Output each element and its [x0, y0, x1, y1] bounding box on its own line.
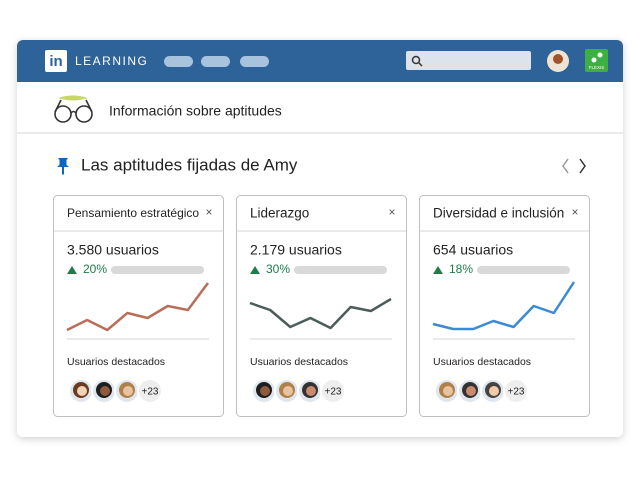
user-avatar-face — [443, 386, 453, 396]
user-avatar-face — [123, 386, 133, 396]
up-arrow — [67, 266, 77, 274]
bar-placeholder — [111, 266, 204, 274]
user-avatar-face — [260, 386, 270, 396]
featured-label: Usuarios destacados — [250, 356, 348, 368]
trend-line — [66, 282, 210, 332]
glasses-icon — [54, 99, 93, 123]
pin-icon — [57, 158, 69, 175]
subheader-title: Información sobre aptitudes — [109, 103, 282, 119]
more-users-text: +23 — [508, 387, 525, 398]
search-icon — [411, 55, 421, 65]
more-users[interactable] — [503, 378, 529, 404]
user-avatar-face — [466, 386, 476, 396]
logo-text: in — [49, 53, 62, 70]
cards: Pensamiento estratégico × 3.580 usuarios 20… — [53, 195, 590, 417]
change: 18% — [449, 262, 473, 276]
bar-placeholder — [477, 266, 570, 274]
featured-label: Usuarios destacados — [67, 356, 165, 368]
user-avatar-face — [100, 386, 110, 396]
more-users-text: +23 — [325, 387, 342, 398]
card[interactable] — [236, 195, 407, 417]
avatar — [553, 54, 563, 64]
up-arrow — [433, 266, 443, 274]
card-title: Liderazgo — [250, 206, 309, 221]
card[interactable] — [419, 195, 590, 417]
more-users[interactable] — [320, 378, 346, 404]
featured-label: Usuarios destacados — [433, 356, 531, 368]
more-users-text: +23 — [142, 387, 159, 398]
users: 3.580 usuarios — [67, 242, 159, 258]
change: 30% — [266, 262, 290, 276]
search-box[interactable] — [406, 51, 531, 70]
close-button[interactable]: × — [388, 205, 395, 219]
user-avatar-face — [283, 386, 293, 396]
bar-placeholder — [294, 266, 387, 274]
glasses-accent — [58, 95, 88, 101]
search-icon — [417, 61, 423, 67]
badge-text: FLEXIS — [589, 65, 605, 70]
change: 20% — [83, 262, 107, 276]
card-title: Pensamiento estratégico — [67, 206, 199, 220]
user-avatar-face — [306, 386, 316, 396]
close-button[interactable]: × — [205, 205, 212, 219]
card-title: Diversidad e inclusión — [433, 206, 564, 221]
badge-icon — [597, 52, 603, 58]
prev-button[interactable] — [562, 158, 569, 174]
trend-line — [249, 297, 392, 330]
next-button[interactable] — [579, 158, 586, 174]
users: 654 usuarios — [433, 242, 513, 258]
more-users[interactable] — [137, 378, 163, 404]
card[interactable] — [53, 195, 224, 417]
nav-pill[interactable] — [240, 56, 269, 67]
nav-pill[interactable] — [201, 56, 230, 67]
brand: LEARNING — [75, 54, 148, 68]
trend-line — [432, 281, 576, 331]
section-title: Las aptitudes fijadas de Amy — [81, 155, 298, 174]
up-arrow — [250, 266, 260, 274]
nav-pill[interactable] — [164, 56, 193, 67]
close-button[interactable]: × — [571, 205, 578, 219]
users: 2.179 usuarios — [250, 242, 342, 258]
logo[interactable] — [45, 50, 67, 72]
user-avatar-face — [77, 386, 87, 396]
top-bar — [17, 40, 623, 82]
badge-icon — [591, 57, 597, 63]
user-avatar-face — [489, 386, 499, 396]
